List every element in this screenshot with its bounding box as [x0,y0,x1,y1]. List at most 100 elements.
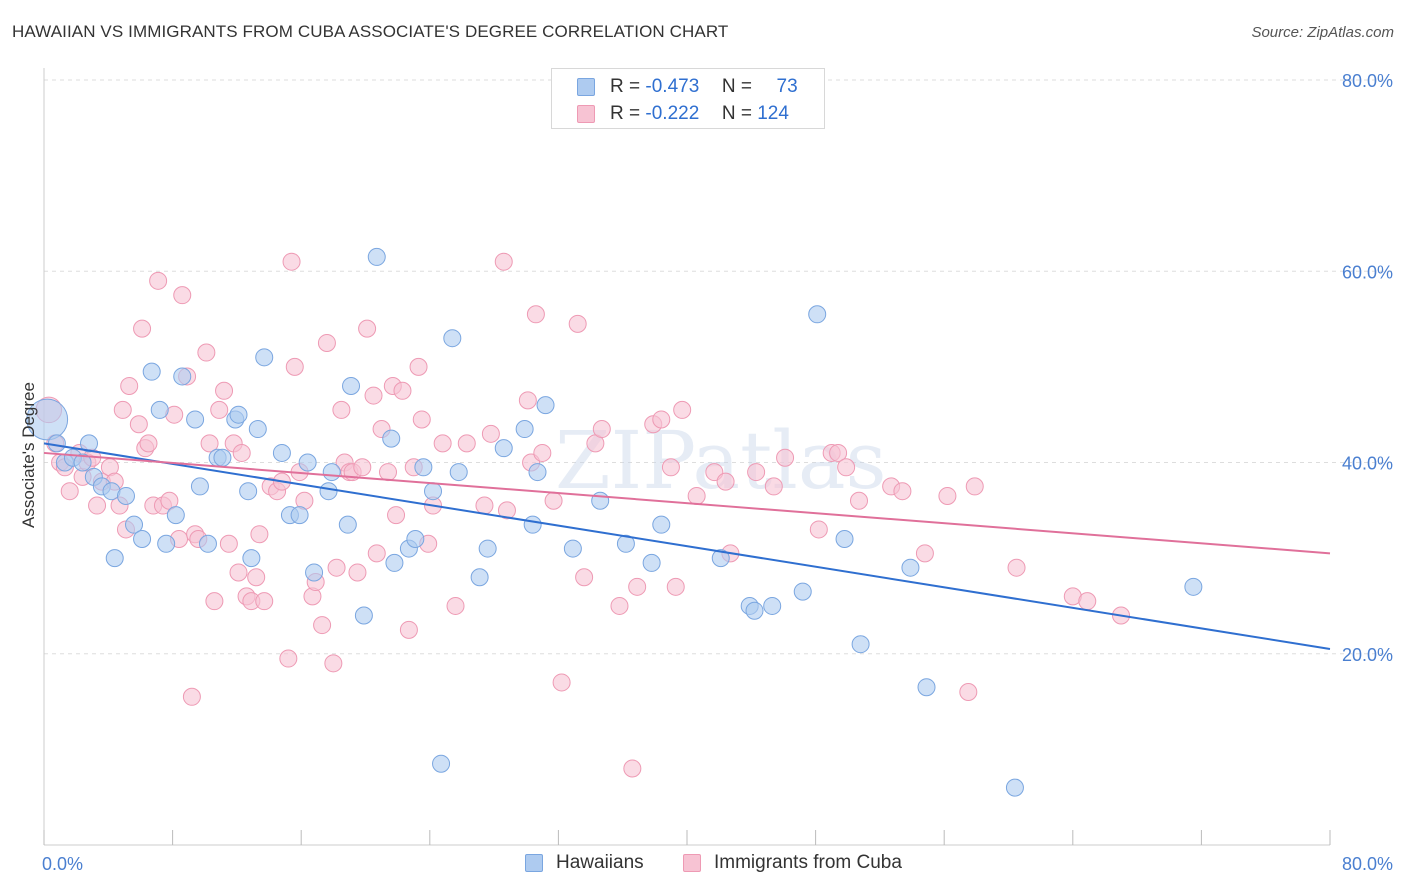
data-point [406,530,425,548]
data-point [387,506,406,525]
y-tick-label: 20.0% [1342,645,1393,665]
data-point [652,515,671,534]
data-point [523,515,542,534]
data-point [1007,558,1026,577]
data-point [88,496,107,515]
data-point [763,596,782,615]
data-point [481,424,500,443]
data-point [809,520,828,539]
data-point [348,563,367,582]
x-tick-label-max: 80.0% [1342,854,1393,874]
legend-r-label: R = [610,103,641,124]
data-point [113,400,132,419]
chart-title: HAWAIIAN VS IMMIGRANTS FROM CUBA ASSOCIA… [12,22,729,41]
data-point [776,448,795,467]
data-point [272,443,291,462]
series-blue [26,247,1203,797]
data-point [575,568,594,587]
data-point [285,357,304,376]
data-point [73,453,92,472]
data-point [1078,592,1097,611]
data-point [166,506,185,525]
series-pink [35,252,1131,778]
data-point [616,534,635,553]
data-point [298,453,317,472]
y-tick-label: 40.0% [1342,454,1393,474]
data-point [332,400,351,419]
legend-n-label: N = [721,76,752,97]
data-point [205,592,224,611]
data-point [837,458,856,477]
source-label: Source: ZipAtlas.com [1251,24,1394,41]
data-point [592,420,611,439]
bottom-legend-swatch-blue [525,854,543,872]
data-point [173,286,192,305]
data-point [338,515,357,534]
data-point [139,434,158,453]
data-point [364,386,383,405]
data-point [518,391,537,410]
data-point [687,486,706,505]
trend-line-cuba [43,451,1331,555]
data-point [229,405,248,424]
data-point [367,247,386,266]
data-point [591,491,610,510]
data-point [764,477,783,496]
data-point [399,620,418,639]
data-point [116,486,135,505]
data-point [666,577,685,596]
bottom-legend-cuba: Immigrants from Cuba [683,852,923,876]
data-point [379,463,398,482]
data-point [317,333,336,352]
data-point [250,525,269,544]
data-point [142,362,161,381]
data-point [319,482,338,501]
data-point [893,482,912,501]
data-point [475,496,494,515]
data-point [917,678,936,697]
data-point [353,458,372,477]
axes [43,68,1331,846]
trend-lines [43,442,1331,650]
bottom-legend-hawaiians: Hawaiians [525,852,665,876]
data-point [367,544,386,563]
data-point [324,654,343,673]
data-point [494,252,513,271]
data-point [290,506,309,525]
data-point [424,482,443,501]
data-point [1184,577,1203,596]
data-point [443,329,462,348]
data-point [412,410,431,429]
data-point [745,601,764,620]
data-point [478,539,497,558]
data-point [219,534,238,553]
data-point [393,381,412,400]
data-point [190,477,209,496]
legend-swatch-blue [577,78,595,96]
data-point [432,754,451,773]
data-point [850,491,869,510]
data-point [528,463,547,482]
trend-line-hawaiians [43,442,1331,650]
data-point [901,558,920,577]
data-point [716,472,735,491]
data-point [533,443,552,462]
data-point [358,319,377,338]
data-point [248,420,267,439]
data-point [255,348,274,367]
data-point [552,673,571,692]
data-point [157,534,176,553]
y-tick-labels: 20.0% 40.0% 60.0% 80.0% [1342,71,1393,665]
data-point [628,577,647,596]
legend-n-value: 73 [776,76,798,97]
data-point [232,443,251,462]
bottom-legend-label: Hawaiians [556,852,644,873]
y-tick-label: 80.0% [1342,71,1393,91]
data-point [711,549,730,568]
data-point [133,319,152,338]
data-point [255,592,274,611]
data-point [497,501,516,520]
data-point [213,448,232,467]
legend-r-value: -0.222 [645,103,700,124]
